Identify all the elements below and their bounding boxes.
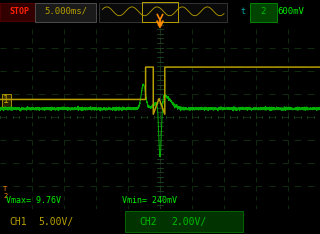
- Text: 2: 2: [3, 194, 7, 200]
- Text: T: T: [3, 186, 7, 192]
- Text: 1: 1: [3, 95, 9, 105]
- Text: Vmin= 240mV: Vmin= 240mV: [122, 196, 177, 205]
- Text: CH1: CH1: [10, 217, 27, 227]
- FancyBboxPatch shape: [250, 3, 277, 22]
- Text: 2: 2: [261, 7, 266, 16]
- Text: 600mV: 600mV: [278, 7, 305, 16]
- Text: t: t: [241, 7, 246, 16]
- Text: 5.00V/: 5.00V/: [38, 217, 74, 227]
- Text: CH2: CH2: [139, 217, 157, 227]
- Text: 5.000ms/: 5.000ms/: [44, 7, 87, 16]
- FancyBboxPatch shape: [125, 211, 243, 232]
- Text: STOP: STOP: [9, 7, 29, 16]
- FancyBboxPatch shape: [0, 4, 38, 21]
- Text: Vmax= 9.76V: Vmax= 9.76V: [6, 196, 61, 205]
- FancyBboxPatch shape: [35, 3, 96, 22]
- FancyBboxPatch shape: [99, 3, 227, 22]
- Text: 2.00V/: 2.00V/: [171, 217, 206, 227]
